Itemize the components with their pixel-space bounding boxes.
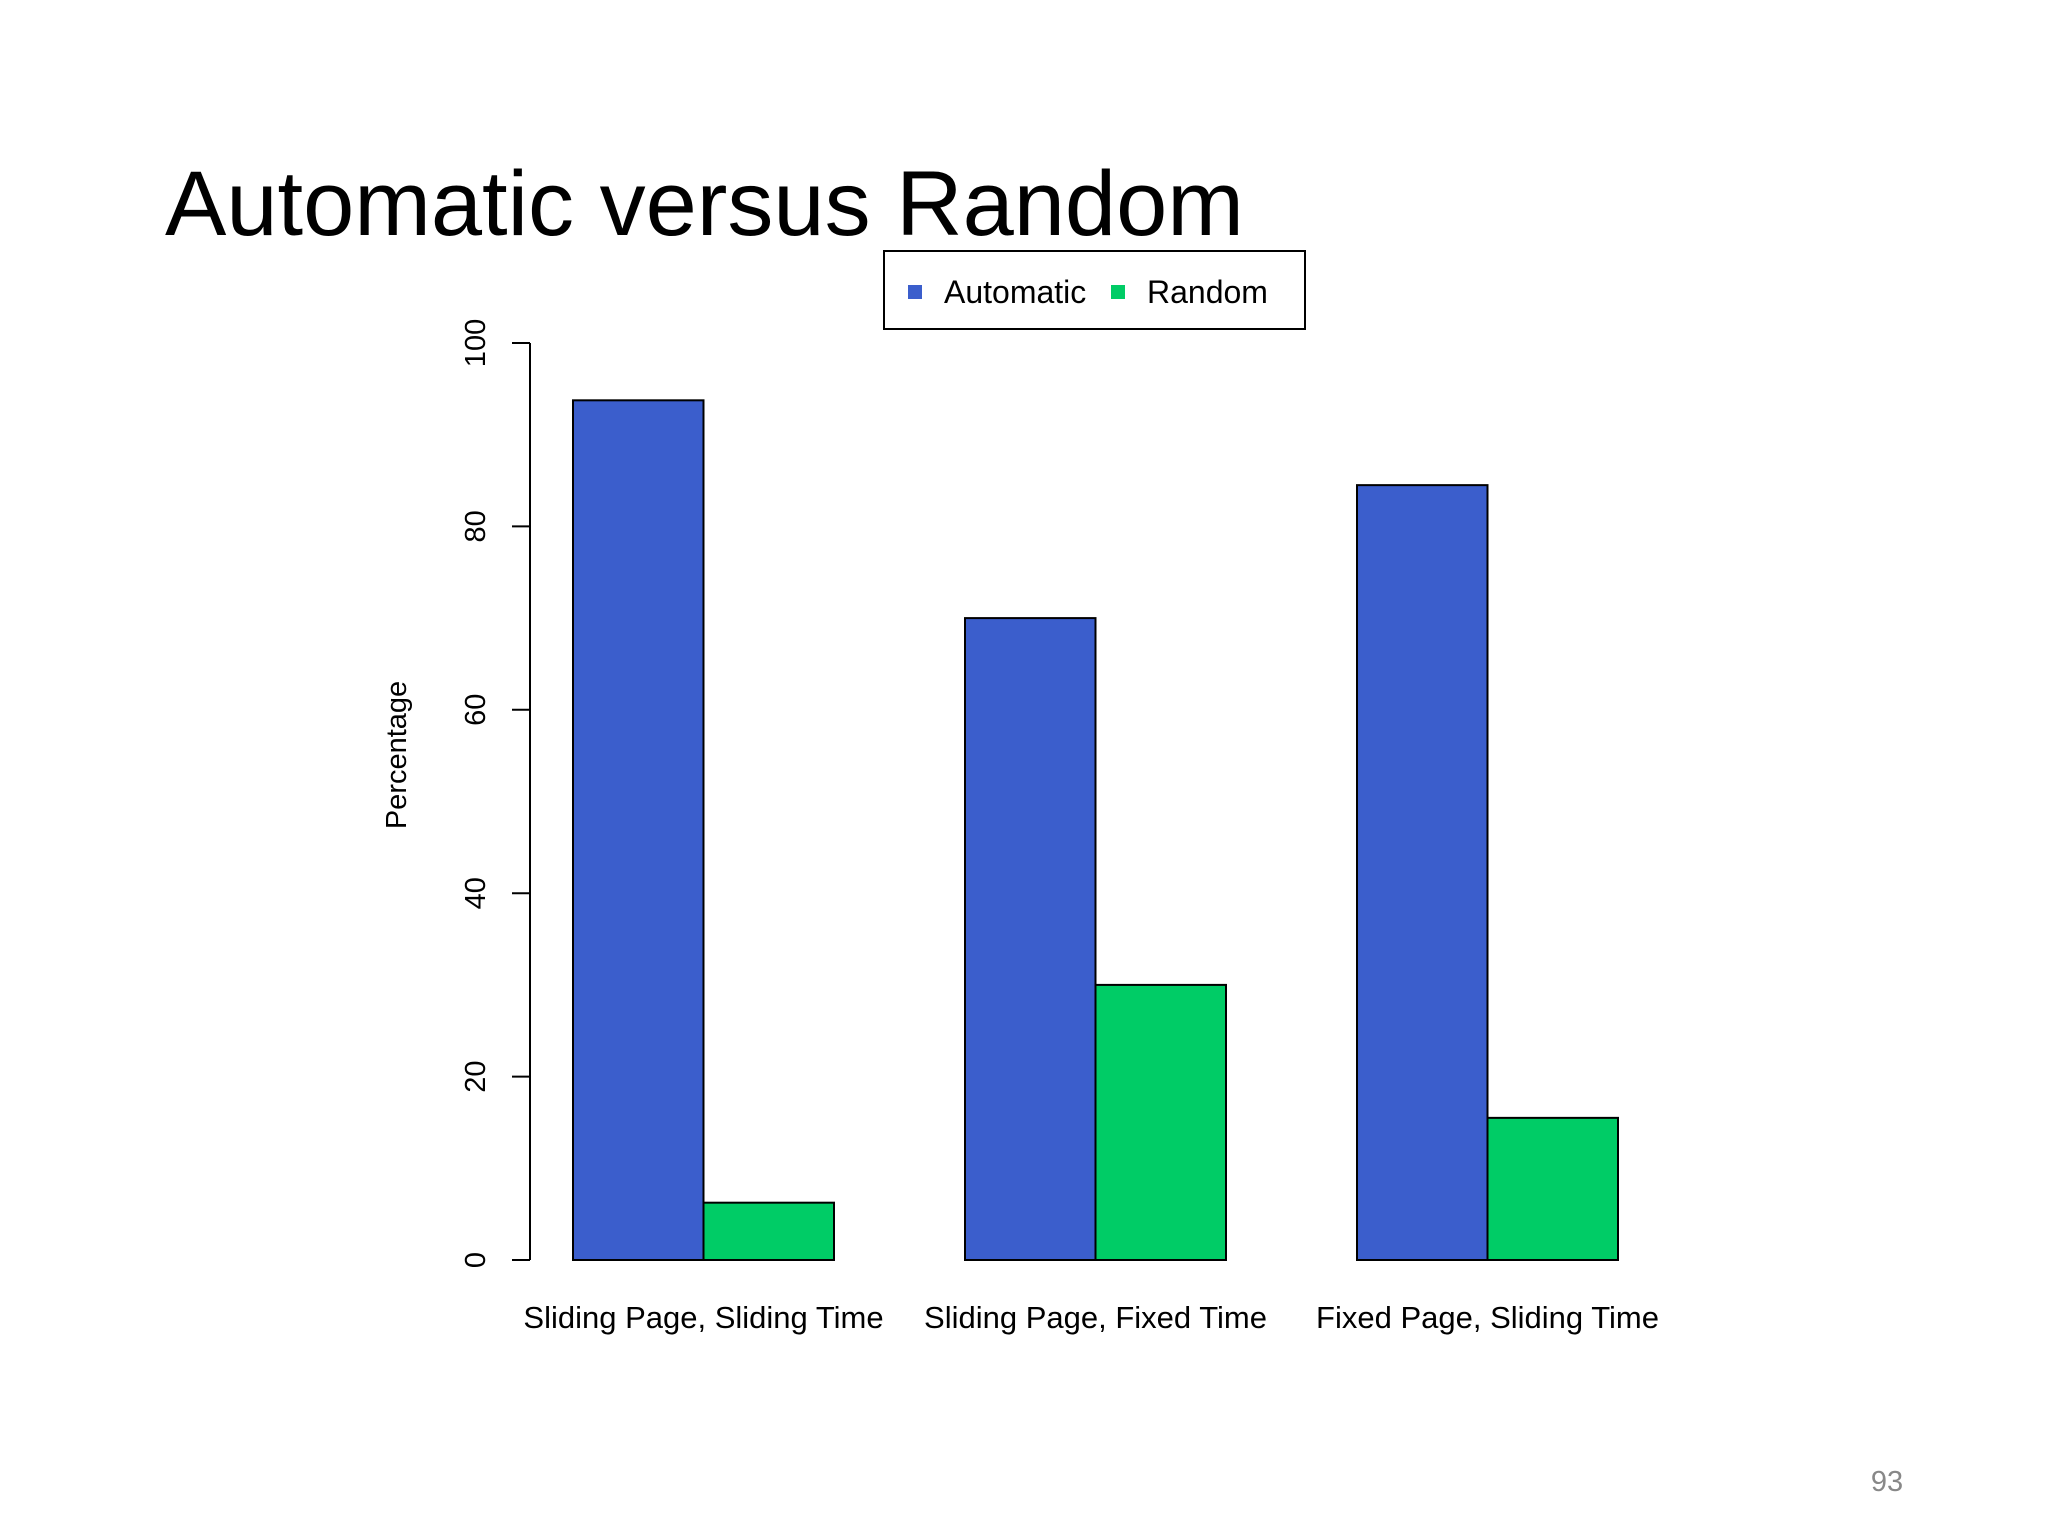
x-tick-label: Fixed Page, Sliding Time bbox=[1316, 1300, 1659, 1335]
bar bbox=[702, 1201, 835, 1261]
bar bbox=[1486, 1116, 1619, 1261]
legend-swatch bbox=[908, 285, 922, 299]
y-axis-label: Percentage bbox=[381, 681, 413, 829]
y-tick-label: 80 bbox=[460, 510, 492, 542]
y-tick-label: 0 bbox=[460, 1252, 492, 1268]
bar bbox=[1356, 484, 1489, 1261]
bar bbox=[964, 617, 1097, 1261]
x-tick-label: Sliding Page, Fixed Time bbox=[924, 1300, 1267, 1335]
page-number: 93 bbox=[1871, 1466, 1903, 1498]
legend-label: Automatic bbox=[944, 274, 1086, 310]
y-tick-label: 20 bbox=[460, 1060, 492, 1092]
bar bbox=[572, 399, 705, 1261]
legend-box bbox=[883, 250, 1306, 330]
legend-swatch bbox=[1111, 285, 1125, 299]
x-tick-label: Sliding Page, Sliding Time bbox=[523, 1300, 883, 1335]
y-tick-label: 40 bbox=[460, 877, 492, 909]
legend-label: Random bbox=[1147, 274, 1268, 310]
y-tick-label: 60 bbox=[460, 694, 492, 726]
chart-title: Automatic versus Random bbox=[165, 153, 1244, 255]
y-tick-label: 100 bbox=[460, 319, 492, 367]
bar bbox=[1094, 983, 1227, 1262]
